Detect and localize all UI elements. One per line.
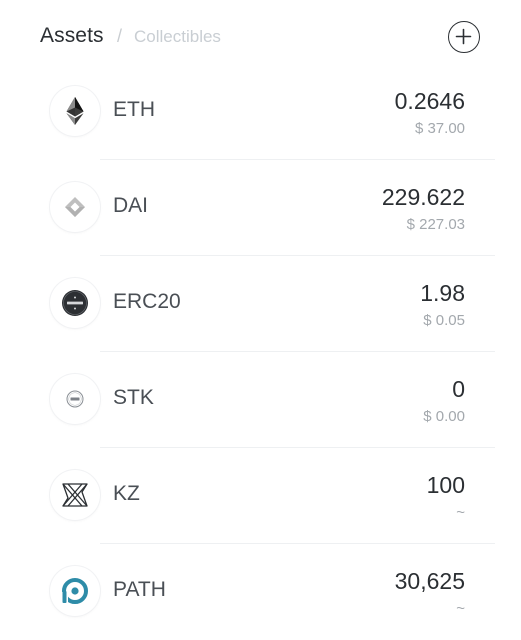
divider (100, 255, 495, 256)
token-fiat-value: ~ (456, 600, 465, 617)
eth-icon (50, 86, 100, 136)
plus-icon (455, 28, 472, 45)
asset-row-erc20[interactable]: ERC20 1.98 $ 0.05 (0, 256, 521, 352)
add-token-button[interactable] (448, 21, 480, 53)
token-symbol: ETH (113, 98, 155, 121)
token-fiat-value: $ 0.05 (423, 312, 465, 329)
tab-separator: / (117, 26, 123, 46)
divider (100, 159, 495, 160)
tab-collectibles[interactable]: Collectibles (134, 27, 221, 46)
token-balance: 100 (426, 472, 465, 498)
kz-icon (50, 470, 100, 520)
asset-row-kz[interactable]: KZ 100 ~ (0, 448, 521, 544)
token-symbol: PATH (113, 578, 166, 601)
token-fiat-value: ~ (456, 504, 465, 521)
stk-icon (50, 374, 100, 424)
asset-row-path[interactable]: PATH 30,625 ~ (0, 544, 521, 640)
token-balance: 0.2646 (394, 88, 465, 114)
divider (100, 447, 495, 448)
token-symbol: ERC20 (113, 290, 181, 313)
path-icon (50, 566, 100, 616)
token-symbol: DAI (113, 194, 149, 217)
divider (100, 351, 495, 352)
erc20-icon (50, 278, 100, 328)
token-fiat-value: $ 37.00 (414, 120, 465, 137)
token-balance: 30,625 (394, 568, 465, 594)
token-balance: 0 (452, 376, 465, 402)
header: Assets / Collectibles (0, 0, 521, 72)
dai-icon (50, 182, 100, 232)
divider (100, 543, 495, 544)
token-fiat-value: $ 227.03 (406, 216, 465, 233)
asset-row-eth[interactable]: ETH 0.2646 $ 37.00 (0, 64, 521, 160)
token-symbol: STK (113, 386, 154, 409)
token-balance: 1.98 (420, 280, 465, 306)
asset-row-stk[interactable]: STK 0 $ 0.00 (0, 352, 521, 448)
token-symbol: KZ (113, 482, 140, 505)
tab-assets[interactable]: Assets (40, 24, 104, 47)
token-fiat-value: $ 0.00 (423, 408, 465, 425)
asset-row-dai[interactable]: DAI 229.622 $ 227.03 (0, 160, 521, 256)
token-balance: 229.622 (381, 184, 465, 210)
